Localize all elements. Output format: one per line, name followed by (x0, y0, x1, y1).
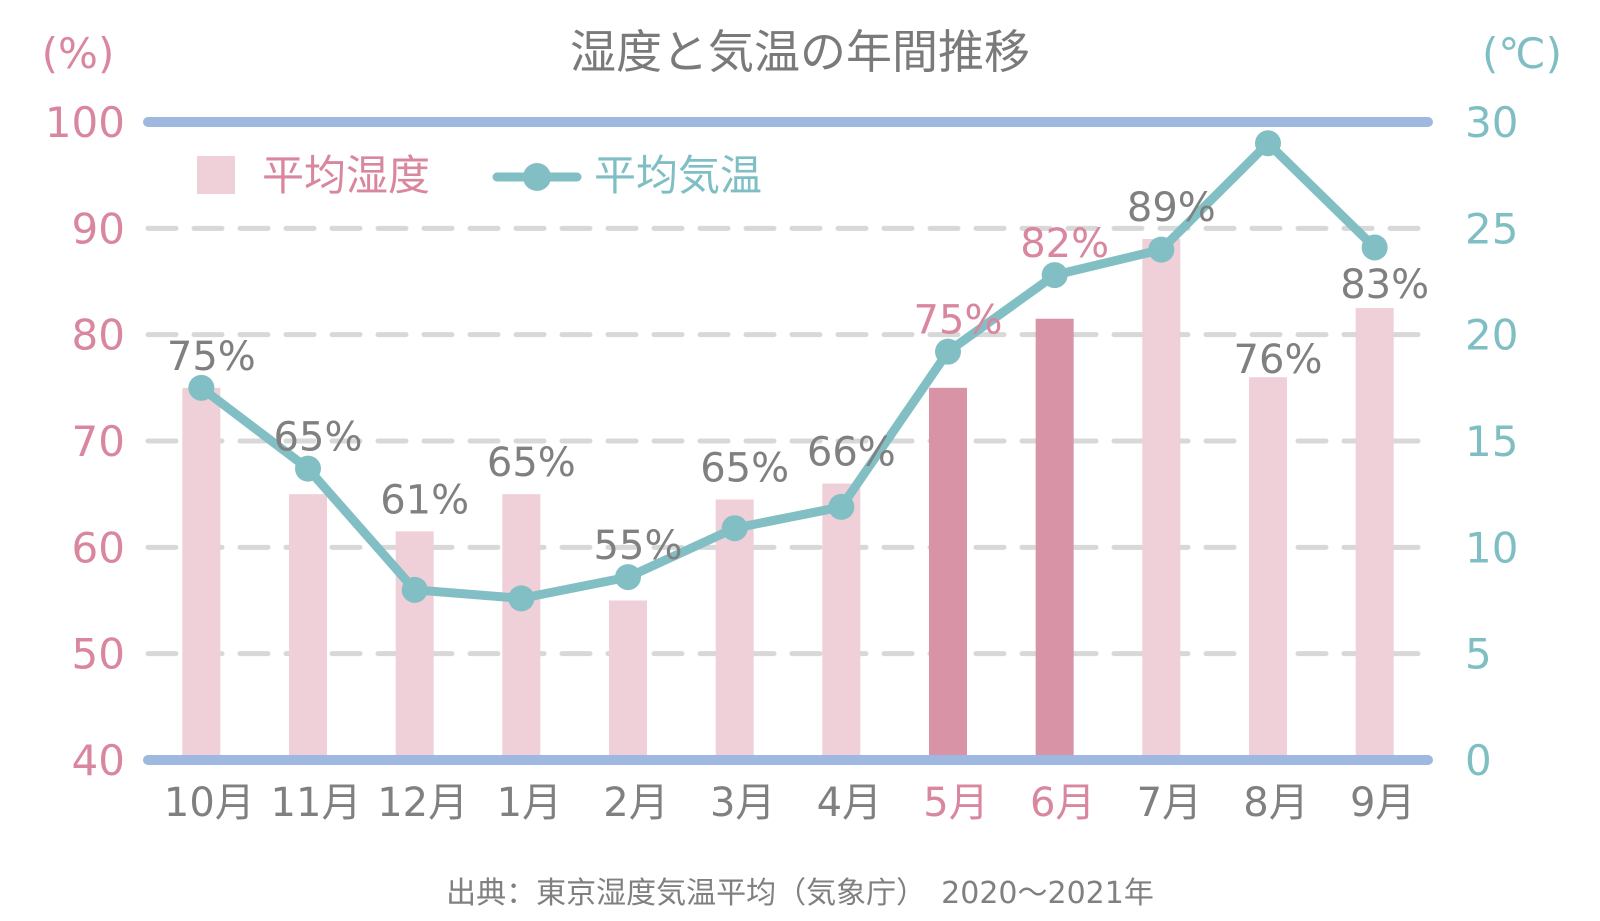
left-tick-label: 50 (72, 630, 125, 679)
data-label: 61% (380, 477, 469, 523)
data-label: 83% (1340, 262, 1429, 308)
bar (715, 499, 754, 760)
right-tick-label: 0 (1465, 736, 1492, 785)
left-tick-label: 80 (72, 311, 125, 360)
temperature-point (935, 338, 961, 365)
axis-ticks: 40 50 60 70 80 90 100 0 5 10 15 20 25 30 (45, 98, 1519, 785)
bar (609, 600, 647, 760)
data-label: 75% (914, 298, 1003, 344)
data-label: 76% (1234, 337, 1323, 383)
legend-humidity-swatch (197, 156, 235, 194)
bar (1035, 318, 1074, 760)
category-label: 3月 (710, 780, 775, 826)
right-tick-label: 25 (1465, 204, 1518, 253)
left-tick-label: 60 (72, 523, 125, 572)
data-label: 82% (1020, 221, 1109, 267)
bar (182, 387, 221, 760)
category-label: 5月 (923, 780, 988, 826)
axis-frame (143, 117, 1433, 765)
right-tick-label: 30 (1465, 98, 1518, 147)
temperature-point (828, 493, 855, 520)
category-labels: 10月 11月 12月 1月 2月 3月 4月 5月 6月 7月 8月 9月 (164, 780, 1416, 826)
left-tick-label: 90 (72, 204, 125, 253)
grid-lines (145, 225, 1431, 657)
bar (502, 494, 541, 760)
left-axis-unit: (%) (42, 29, 115, 78)
right-tick-label: 15 (1465, 417, 1518, 466)
legend-humidity-label: 平均湿度 (262, 151, 430, 200)
bar (395, 531, 434, 760)
category-label: 9月 (1350, 780, 1415, 826)
data-label: 89% (1127, 185, 1216, 231)
bar (1142, 238, 1181, 760)
category-label: 2月 (603, 780, 668, 826)
chart-title: 湿度と気温の年間推移 (570, 25, 1030, 79)
left-tick-label: 70 (72, 417, 125, 466)
source-note: 出典：東京湿度気温平均（気象庁） 2020〜2021年 (446, 876, 1154, 911)
temperature-point (615, 564, 641, 591)
legend: 平均湿度 平均気温 (197, 151, 762, 200)
bar (822, 483, 861, 760)
temperature-point (721, 515, 748, 542)
legend-temperature-marker (523, 163, 551, 191)
data-labels: 75% 65% 61% 65% 55% 65% 66% 75% 82% 89% 76% 83% (167, 185, 1429, 569)
data-label: 65% (274, 415, 363, 461)
temperature-point (508, 585, 535, 612)
humidity-bars (182, 238, 1394, 760)
temperature-point (1361, 234, 1388, 261)
temperature-point (1041, 262, 1068, 289)
category-label: 6月 (1030, 780, 1095, 826)
temperature-line-layer (188, 130, 1388, 612)
category-label: 11月 (271, 780, 362, 826)
left-tick-label: 40 (72, 736, 125, 785)
right-tick-label: 10 (1465, 523, 1518, 572)
data-label: 75% (167, 334, 256, 380)
temperature-point (401, 576, 428, 603)
category-label: 4月 (817, 780, 882, 826)
bar (289, 494, 327, 760)
data-label: 65% (700, 445, 789, 491)
left-tick-label: 100 (45, 98, 125, 147)
right-axis-unit: (℃) (1482, 29, 1562, 78)
right-tick-label: 20 (1465, 311, 1518, 360)
category-label: 12月 (377, 780, 468, 826)
data-label: 65% (487, 440, 576, 486)
temperature-point (295, 455, 321, 482)
right-tick-label: 5 (1465, 630, 1492, 679)
temperature-line (196, 138, 1380, 603)
category-label: 8月 (1243, 780, 1308, 826)
data-label: 66% (807, 430, 896, 476)
bar (1249, 377, 1287, 760)
data-label: 55% (594, 523, 683, 569)
temperature-point (1148, 236, 1175, 263)
category-label: 1月 (497, 780, 562, 826)
temperature-point (1255, 130, 1281, 157)
temperature-point (188, 374, 215, 401)
bar (929, 387, 967, 760)
category-label: 10月 (164, 780, 255, 826)
category-label: 7月 (1137, 780, 1202, 826)
bar (1355, 308, 1394, 760)
legend-temperature-label: 平均気温 (594, 151, 762, 200)
